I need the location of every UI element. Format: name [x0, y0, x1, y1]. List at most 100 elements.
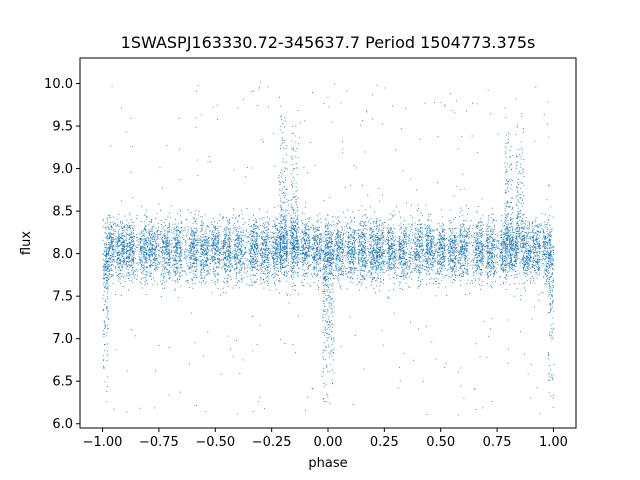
- data-point: [128, 245, 130, 247]
- data-point: [179, 255, 180, 257]
- data-point: [476, 252, 477, 254]
- data-point: [119, 240, 121, 242]
- data-point: [316, 261, 317, 263]
- data-point: [428, 227, 430, 228]
- data-point: [150, 265, 152, 267]
- data-point: [180, 254, 182, 256]
- data-point: [153, 258, 155, 260]
- data-point: [263, 278, 265, 280]
- data-point: [257, 260, 258, 262]
- data-point: [431, 247, 432, 249]
- data-point: [207, 248, 209, 250]
- data-point: [431, 254, 432, 256]
- data-point: [317, 247, 319, 249]
- data-point: [326, 234, 328, 236]
- data-point: [306, 239, 308, 241]
- data-point: [214, 243, 216, 245]
- data-point: [196, 244, 197, 246]
- data-point: [241, 249, 242, 251]
- data-point: [490, 255, 492, 257]
- data-point: [295, 256, 297, 258]
- data-point: [478, 279, 480, 281]
- data-point: [430, 229, 432, 231]
- data-point: [488, 230, 489, 232]
- data-point: [358, 249, 359, 251]
- data-point: [362, 247, 364, 249]
- data-point: [272, 236, 274, 238]
- data-point: [358, 238, 360, 240]
- data-point: [302, 244, 304, 246]
- data-point: [379, 238, 381, 240]
- data-point: [372, 238, 374, 240]
- data-point: [329, 254, 331, 256]
- data-point: [280, 270, 281, 272]
- data-point: [371, 273, 372, 275]
- data-point: [392, 252, 394, 254]
- data-point: [352, 255, 354, 257]
- data-point: [364, 278, 365, 280]
- data-point: [354, 252, 356, 253]
- data-point: [167, 262, 169, 264]
- data-point: [477, 249, 478, 251]
- data-point: [277, 255, 279, 257]
- data-point: [272, 258, 274, 260]
- data-point: [275, 240, 277, 242]
- data-point: [371, 250, 373, 252]
- data-point: [317, 246, 319, 248]
- data-point: [437, 263, 439, 265]
- data-point: [283, 259, 285, 261]
- data-point: [275, 247, 277, 249]
- data-point: [492, 261, 493, 262]
- data-point: [216, 255, 218, 257]
- data-point: [200, 270, 202, 272]
- data-point: [339, 221, 341, 223]
- data-point: [291, 252, 293, 254]
- data-point: [132, 244, 134, 246]
- data-point: [193, 244, 194, 246]
- data-point: [255, 281, 257, 283]
- data-point: [253, 237, 255, 239]
- data-point: [427, 253, 428, 255]
- data-point: [301, 251, 303, 253]
- data-point: [383, 251, 385, 253]
- data-point: [273, 269, 275, 271]
- data-point: [390, 236, 391, 238]
- data-point: [266, 211, 268, 213]
- data-point: [218, 242, 220, 244]
- data-point: [377, 239, 378, 241]
- data-point: [369, 206, 371, 208]
- data-point: [193, 239, 195, 241]
- data-point: [380, 237, 382, 239]
- data-point: [277, 264, 279, 266]
- data-point: [266, 254, 267, 256]
- data-point: [175, 232, 177, 234]
- data-point: [437, 238, 439, 240]
- data-point: [176, 227, 177, 228]
- data-point: [376, 267, 377, 269]
- data-point: [478, 245, 480, 247]
- data-point: [264, 239, 266, 240]
- data-point: [168, 273, 169, 275]
- data-point: [318, 259, 319, 260]
- data-point: [194, 262, 195, 264]
- data-point: [419, 240, 421, 241]
- data-point: [374, 252, 376, 253]
- data-point: [419, 243, 421, 245]
- data-point: [336, 254, 338, 256]
- data-point: [173, 237, 175, 239]
- data-point: [194, 283, 196, 285]
- data-point: [149, 266, 151, 268]
- data-point: [460, 249, 462, 251]
- data-point: [437, 264, 439, 266]
- data-point: [272, 225, 274, 227]
- data-point: [268, 283, 270, 284]
- data-point: [365, 240, 366, 241]
- data-point: [371, 251, 373, 253]
- data-point: [174, 267, 176, 269]
- data-point: [191, 255, 193, 256]
- data-point: [444, 237, 446, 239]
- data-point: [316, 247, 318, 248]
- data-point: [152, 244, 154, 246]
- data-point: [118, 229, 120, 230]
- data-point: [370, 251, 372, 253]
